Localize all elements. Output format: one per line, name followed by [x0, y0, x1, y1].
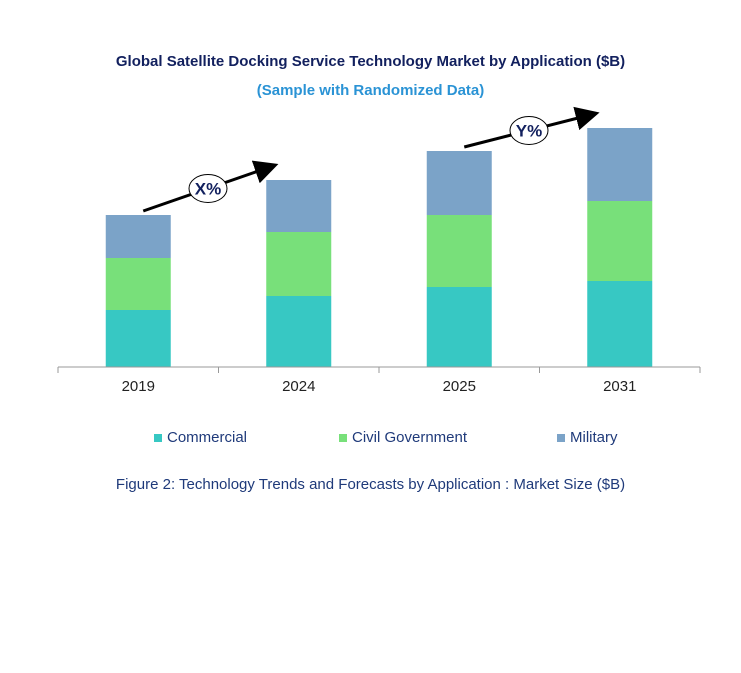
legend-label: Commercial	[167, 429, 248, 446]
bar-civil-government-2025	[426, 215, 492, 287]
growth-label-bubble	[509, 116, 549, 145]
chart-subtitle: (Sample with Randomized Data)	[256, 82, 485, 99]
legend-label: Military	[570, 429, 618, 446]
legend-label: Civil Government	[352, 429, 468, 446]
figure-caption: Figure 2: Technology Trends and Forecast…	[115, 476, 626, 493]
legend-item-civil-government: Civil Government	[339, 429, 467, 446]
chart-title: Global Satellite Docking Service Technol…	[115, 53, 626, 70]
bar-commercial-2031	[587, 281, 653, 367]
legend-item-commercial: Commercial	[154, 429, 247, 446]
legend-swatch	[557, 433, 565, 442]
legend-item-military: Military	[557, 429, 618, 446]
bar-military-2024	[266, 180, 332, 232]
legend-swatch	[339, 433, 347, 442]
x-tick-label: 2019	[122, 378, 155, 395]
bar-military-2019	[105, 215, 171, 258]
x-tick-label: 2031	[603, 378, 636, 395]
bar-civil-government-2019	[105, 258, 171, 310]
bar-commercial-2024	[266, 296, 332, 367]
bar-commercial-2019	[105, 310, 171, 367]
x-tick-label: 2024	[282, 378, 315, 395]
bar-military-2025	[426, 151, 492, 215]
growth-label-bubble	[188, 174, 228, 203]
bar-military-2031	[587, 128, 653, 201]
growth-label: X%	[195, 180, 221, 199]
bar-commercial-2025	[426, 287, 492, 367]
bar-civil-government-2024	[266, 232, 332, 296]
legend-swatch	[154, 433, 162, 442]
growth-label: Y%	[516, 122, 542, 141]
bar-civil-government-2031	[587, 201, 653, 281]
x-tick-label: 2025	[443, 378, 476, 395]
